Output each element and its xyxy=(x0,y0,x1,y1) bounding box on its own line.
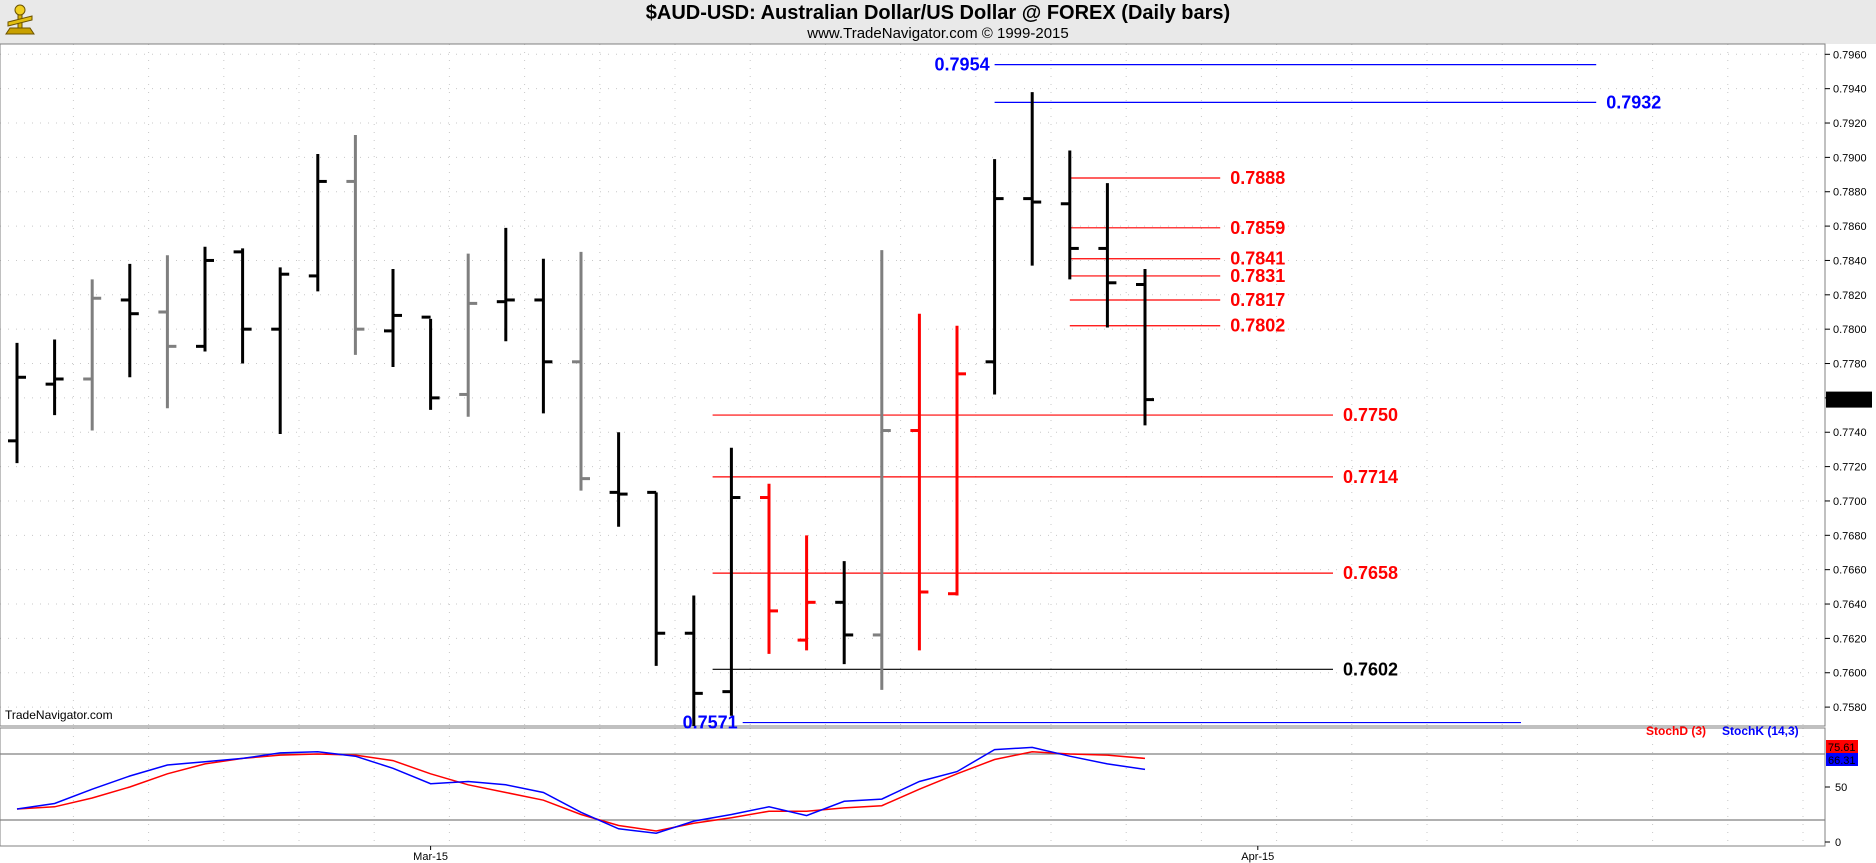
price-bar xyxy=(271,267,290,434)
stoch-last-value-stochK: 66.31 xyxy=(1828,755,1856,767)
last-price-label: 0.7759 xyxy=(1829,395,1863,407)
level-label-0.7888: 0.7888 xyxy=(1230,168,1285,188)
y-tick-label: 0.7580 xyxy=(1833,702,1867,714)
stoch-line-stochK xyxy=(16,746,1146,834)
stoch-line-stochD xyxy=(16,751,1146,832)
level-label-0.7859: 0.7859 xyxy=(1230,218,1285,238)
y-tick-label: 0.7960 xyxy=(1833,49,1867,61)
stoch-y-tick-label: 50 xyxy=(1835,782,1847,794)
level-label-0.7831: 0.7831 xyxy=(1230,266,1285,286)
legend-stochd: StochD (3) xyxy=(1646,724,1706,738)
price-bar xyxy=(308,153,327,292)
price-bar xyxy=(1136,269,1154,426)
stoch-y-tick-label: 0 xyxy=(1835,837,1841,849)
price-panel-frame xyxy=(0,43,1826,727)
price-bar xyxy=(120,263,139,378)
price-bar xyxy=(647,490,666,666)
chart-grid xyxy=(0,44,1825,846)
level-label-0.7932: 0.7932 xyxy=(1606,92,1661,112)
level-label-0.7714: 0.7714 xyxy=(1343,467,1398,487)
price-bar xyxy=(1060,150,1079,280)
y-tick-label: 0.7680 xyxy=(1833,530,1867,542)
y-tick-label: 0.7700 xyxy=(1833,496,1867,508)
stoch-last-box-stochK xyxy=(1826,753,1858,766)
chart-header: $AUD-USD: Australian Dollar/US Dollar @ … xyxy=(0,0,1876,44)
price-bar xyxy=(760,483,778,654)
price-axis: 0.7960 0.7940 0.7920 0.7900 0.7880 0.7860 0.78… xyxy=(1825,49,1872,714)
level-label-0.7602: 0.7602 xyxy=(1343,659,1398,679)
price-bar xyxy=(196,246,214,352)
y-tick-label: 0.7640 xyxy=(1833,599,1867,611)
y-tick-label: 0.7880 xyxy=(1833,187,1867,199)
y-tick-label: 0.7620 xyxy=(1833,633,1867,645)
y-tick-label: 0.7740 xyxy=(1833,427,1867,439)
level-label-0.7658: 0.7658 xyxy=(1343,563,1398,583)
y-tick-label: 0.7780 xyxy=(1833,359,1867,371)
price-bar xyxy=(948,325,966,596)
y-tick-label: 0.7940 xyxy=(1833,84,1867,96)
price-bar xyxy=(609,432,628,527)
price-bar xyxy=(384,269,402,367)
level-label-0.7954: 0.7954 xyxy=(935,55,990,75)
watermark: TradeNavigator.com xyxy=(5,708,113,722)
price-bar xyxy=(233,248,252,364)
y-tick-label: 0.7920 xyxy=(1833,118,1867,130)
trade-navigator-logo-icon xyxy=(5,4,35,35)
price-bar xyxy=(835,561,854,665)
stoch-last-value-stochD: 75.61 xyxy=(1828,742,1856,754)
y-tick-label: 0.7820 xyxy=(1833,290,1867,302)
y-tick-label: 0.7840 xyxy=(1833,255,1867,267)
last-price-box xyxy=(1826,391,1872,408)
level-label-0.7802: 0.7802 xyxy=(1230,316,1285,336)
price-bar xyxy=(872,250,891,690)
chart-title: $AUD-USD: Australian Dollar/US Dollar @ … xyxy=(645,2,1231,24)
price-bar xyxy=(1098,183,1117,328)
price-bar xyxy=(83,279,102,431)
price-bar xyxy=(45,339,64,416)
date-axis: Mar-15 Apr-15 xyxy=(413,846,1274,863)
y-tick-label: 0.7720 xyxy=(1833,462,1867,474)
price-bar xyxy=(722,447,741,716)
y-tick-label: 0.7800 xyxy=(1833,324,1867,336)
chart-subtitle: www.TradeNavigator.com © 1999-2015 xyxy=(807,25,1069,42)
price-bar xyxy=(496,227,515,342)
price-bar xyxy=(797,535,816,651)
x-tick-label: Apr-15 xyxy=(1241,851,1274,863)
price-bar xyxy=(910,313,929,651)
y-tick-label: 0.7860 xyxy=(1833,221,1867,233)
price-bar xyxy=(572,251,590,491)
y-tick-label: 0.7660 xyxy=(1833,565,1867,577)
price-bar xyxy=(534,258,553,414)
price-bar xyxy=(459,253,478,417)
stochastic-panel-frame xyxy=(0,727,1826,847)
x-tick-label: Mar-15 xyxy=(413,851,448,863)
price-bar xyxy=(158,255,177,409)
price-bars xyxy=(8,92,1154,726)
price-bar xyxy=(985,159,1004,395)
y-tick-label: 0.7900 xyxy=(1833,152,1867,164)
price-bar xyxy=(1023,92,1042,266)
level-label-0.7817: 0.7817 xyxy=(1230,290,1285,310)
price-bar xyxy=(421,315,440,410)
level-label-0.7750: 0.7750 xyxy=(1343,405,1398,425)
price-bar xyxy=(684,595,703,726)
level-label-0.7841: 0.7841 xyxy=(1230,249,1285,269)
stoch-last-box-stochD xyxy=(1826,740,1858,753)
price-bar xyxy=(346,135,365,355)
level-label-0.7571: 0.7571 xyxy=(683,713,738,733)
price-bar xyxy=(8,342,26,464)
legend-stochk: StochK (14,3) xyxy=(1722,724,1799,738)
y-tick-label: 0.7600 xyxy=(1833,668,1867,680)
